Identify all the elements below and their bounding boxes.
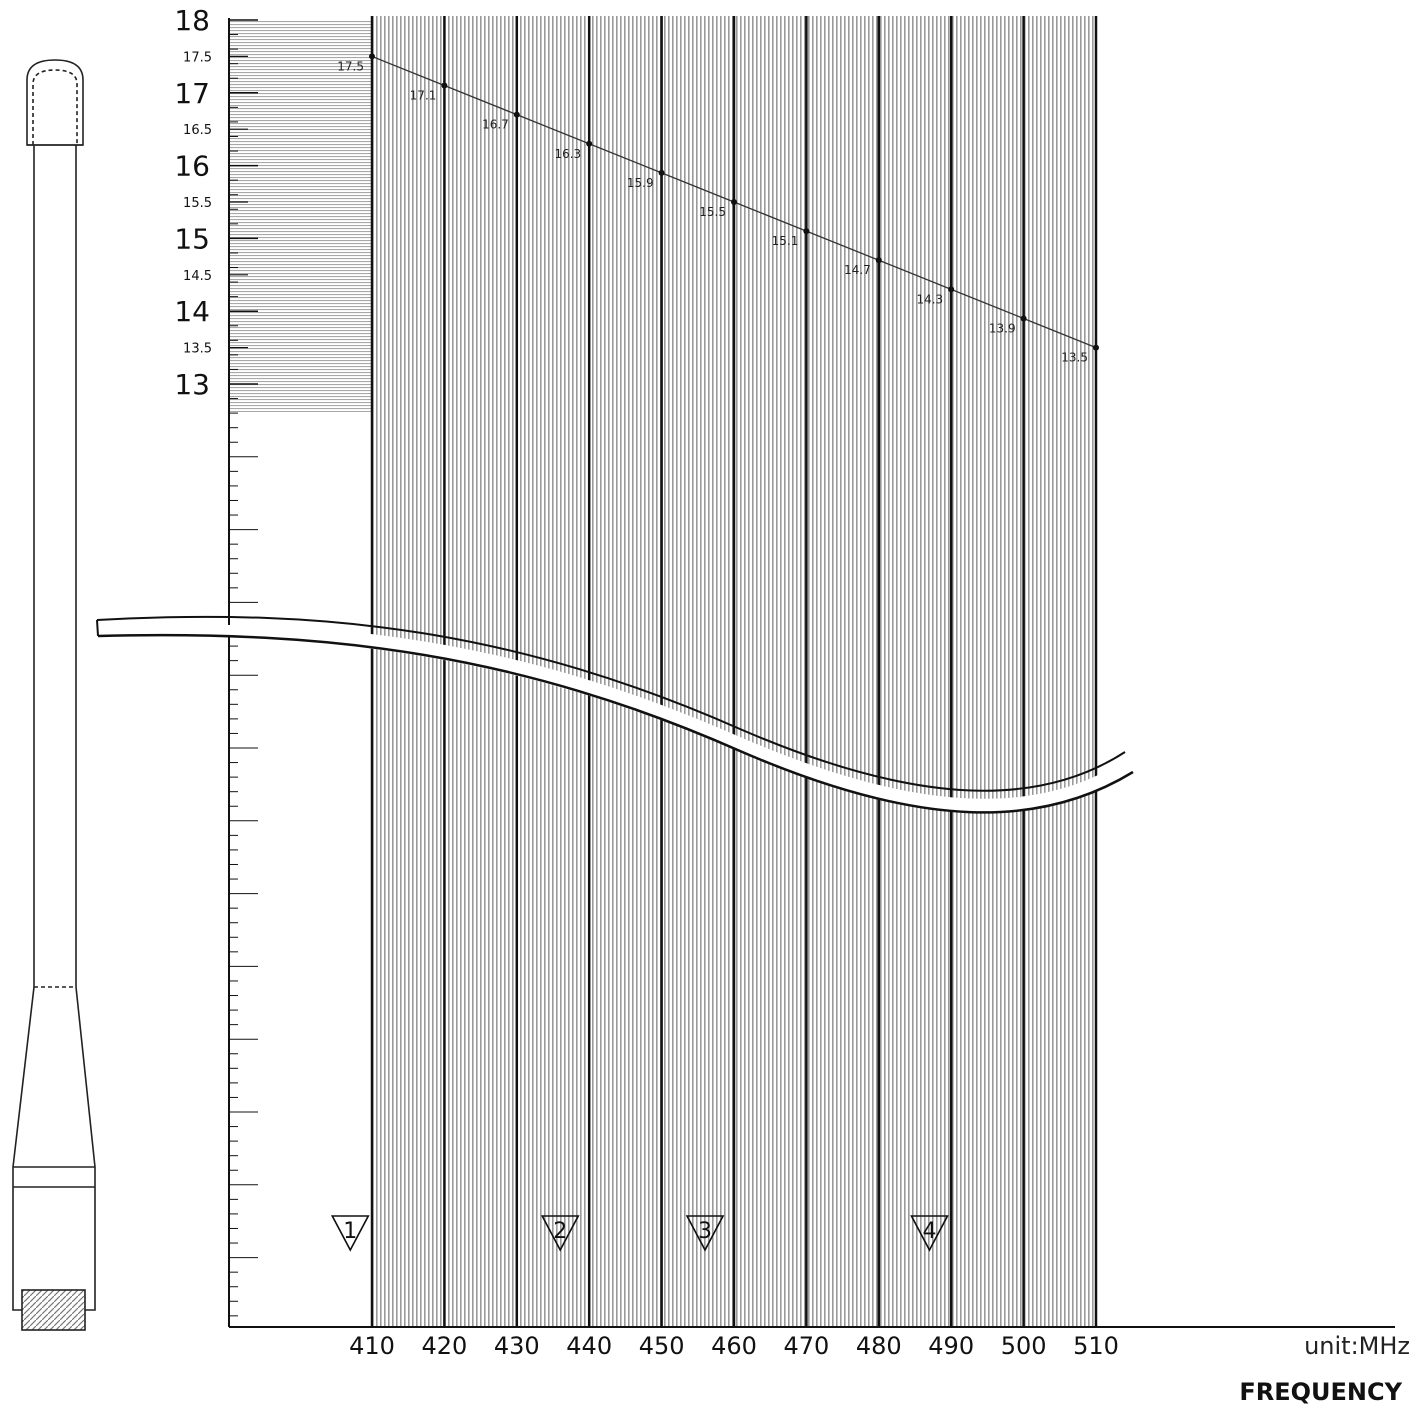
x-tick-label: 510: [1073, 1332, 1119, 1360]
cut-marker-label: 4: [922, 1219, 936, 1244]
x-axis-ticks: 410 420 430 440 450 460 470 480 490 500 510: [349, 1332, 1119, 1360]
data-point: [731, 199, 737, 205]
x-tick-label: 430: [494, 1332, 540, 1360]
y-minor-tick-label: 16.5: [183, 123, 212, 138]
data-label: 16.3: [554, 147, 581, 161]
antenna-base-sleeve: [12, 986, 96, 1311]
cut-marker-triangle: [330, 1215, 370, 1252]
y-axis-ticks: 18 17 16 15 14 13 17.5 16.5 15.5 14.5 13.5: [174, 4, 258, 1317]
y-major-tick-label: 18: [174, 4, 210, 37]
data-point: [586, 140, 593, 147]
data-label: 14.3: [916, 292, 943, 306]
cut-marker-triangle: [540, 1215, 580, 1252]
y-minor-tick-label: 14.5: [183, 269, 212, 284]
length-series: 17.5 17.1 16.7 16.3 15.9 15.5 15.1 14.7 14.3 13.9…: [337, 53, 1099, 365]
x-tick-label: 450: [639, 1332, 685, 1360]
cut-marker-triangle: [910, 1215, 949, 1252]
y-major-tick-label: 13: [174, 368, 210, 401]
y-minor-tick-label: 13.5: [183, 342, 212, 357]
x-tick-label: 410: [349, 1332, 395, 1360]
data-label: 15.9: [627, 176, 654, 190]
x-tick-label: 500: [1001, 1332, 1047, 1360]
data-label: 15.5: [699, 205, 726, 219]
data-label: 15.1: [772, 234, 799, 248]
x-unit-label: unit:MHz: [1304, 1332, 1410, 1360]
data-point: [948, 286, 955, 293]
data-point: [1020, 315, 1027, 322]
data-label: 17.1: [410, 89, 437, 103]
data-point: [513, 111, 520, 118]
y-major-tick-label: 16: [174, 150, 210, 183]
antenna-tip-cap: [26, 59, 84, 146]
data-point: [369, 53, 375, 60]
antenna-tip-inner: [32, 69, 78, 145]
cut-marker-label: 1: [343, 1219, 357, 1244]
upper-left-shaded-region: [229, 20, 372, 412]
y-minor-tick-label: 17.5: [183, 50, 212, 65]
x-tick-label: 480: [856, 1332, 902, 1360]
axis-break-band: [96, 615, 1134, 814]
y-major-tick-label: 14: [174, 295, 210, 328]
x-tick-label: 490: [928, 1332, 974, 1360]
data-point: [1093, 344, 1099, 351]
data-point: [658, 169, 665, 176]
x-tick-label: 470: [783, 1332, 829, 1360]
antenna-whip: [33, 145, 77, 987]
data-label: 13.9: [989, 321, 1016, 335]
cut-marker-triangle: [685, 1215, 725, 1252]
y-major-tick-label: 15: [174, 222, 210, 255]
data-label: 14.7: [844, 263, 871, 277]
frequency-gridlines: [370, 16, 1098, 1327]
data-label: 13.5: [1061, 351, 1088, 365]
y-minor-tick-label: 15.5: [183, 196, 212, 211]
cut-marker-label: 3: [698, 1219, 712, 1244]
y-major-tick-label: 17: [174, 77, 210, 110]
data-point: [875, 257, 882, 264]
data-point: [803, 228, 810, 235]
data-label: 17.5: [337, 59, 364, 73]
x-tick-label: 440: [566, 1332, 612, 1360]
x-axis-title: FREQUENCY: [1239, 1378, 1402, 1406]
antenna-illustration: [12, 59, 96, 1331]
data-point: [441, 82, 448, 89]
x-tick-label: 460: [711, 1332, 757, 1360]
antenna-connector: [21, 1289, 86, 1331]
x-tick-label: 420: [421, 1332, 467, 1360]
data-label: 16.7: [482, 118, 509, 132]
cut-marker-label: 2: [553, 1219, 567, 1244]
cut-markers: 1 2 3 4: [330, 1215, 949, 1252]
